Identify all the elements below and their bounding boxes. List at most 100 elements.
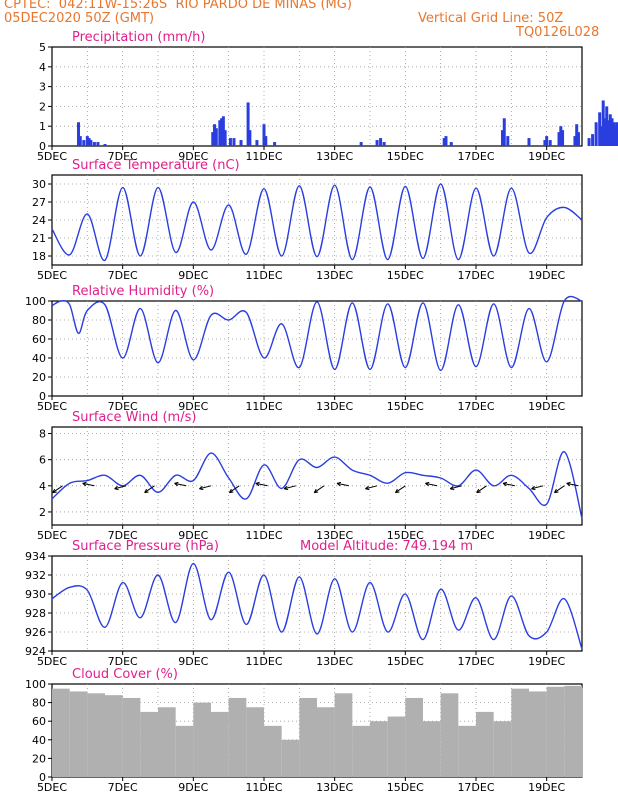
precip-bar [92, 142, 96, 146]
cloud-ytick-label: 80 [32, 697, 46, 710]
cloud-title: Cloud Cover (%) [72, 667, 178, 682]
precip-bar [576, 132, 580, 146]
wind-arrow [255, 482, 268, 487]
pressure-xtick-label: 7DEC [108, 655, 138, 668]
wind-arrow [199, 485, 212, 490]
wind-arrow-head [336, 481, 342, 487]
wind-arrow-head [283, 485, 289, 491]
precip-bar [501, 130, 504, 146]
wind-xtick-label: 7DEC [108, 529, 138, 542]
pressure-frame [51, 555, 583, 652]
temp-xtick-label: 9DEC [178, 269, 208, 282]
cloud-cover-bar [140, 711, 158, 777]
precip-bar [506, 136, 510, 146]
cloud-cover-bar [493, 721, 512, 777]
wind-arrow-head [255, 481, 260, 487]
cloud-cover-bar [193, 702, 211, 777]
rh-xtick-label: 19DEC [528, 400, 565, 413]
wind-ytick-label: 2 [39, 506, 46, 519]
cloud-xtick-label: 15DEC [387, 781, 424, 794]
wind-arrow-head [52, 488, 57, 494]
rh-panel [48, 295, 583, 400]
cloud-xtick-label: 13DEC [316, 781, 353, 794]
cloud-cover-bar [264, 725, 282, 777]
header-model-code: TQ0126L028 [516, 25, 600, 40]
cloud-xtick-label: 5DEC [37, 781, 67, 794]
precip-bar [559, 126, 563, 146]
precip-ytick-label: 5 [39, 41, 46, 54]
wind-arrow-head [531, 485, 536, 491]
precip-bar [239, 140, 243, 146]
precip-bar [449, 142, 453, 146]
wind-arrow-head [394, 488, 400, 494]
precip-bar [359, 142, 363, 146]
precip-bar [615, 122, 618, 146]
rh-xtick-label: 17DEC [457, 400, 494, 413]
rh-xtick-label: 11DEC [245, 400, 282, 413]
cloud-xtick-label: 9DEC [178, 781, 208, 794]
cloud-xtick-label: 19DEC [528, 781, 565, 794]
cloud-cover-bar [352, 725, 370, 777]
wind-xtick-label: 9DEC [178, 529, 208, 542]
cloud-cover-bar [529, 691, 547, 777]
cloud-cover-bar [281, 739, 300, 777]
rh-xtick-label: 7DEC [108, 400, 138, 413]
pressure-title: Surface Pressure (hPa) [72, 539, 219, 554]
rh-xtick-label: 13DEC [316, 400, 353, 413]
rh-frame [51, 300, 583, 397]
cloud-cover-bar [564, 685, 582, 777]
pressure-ytick-label: 926 [25, 626, 46, 639]
precip-bar [228, 138, 232, 146]
wind-arrow [52, 485, 63, 493]
precip-bar [527, 138, 531, 146]
wind-xtick-label: 15DEC [387, 529, 424, 542]
precip-title: Precipitation (mm/h) [72, 30, 205, 45]
pressure-ytick-label: 932 [25, 569, 46, 582]
precip-bar [223, 130, 227, 146]
precip-bar [575, 124, 579, 146]
wind-arrow [450, 485, 462, 490]
cloud-cover-bar [582, 687, 583, 777]
pressure-ytick-label: 930 [25, 588, 46, 601]
precip-bar [382, 142, 386, 146]
precip-bar [375, 140, 379, 146]
cloud-panel [48, 683, 583, 781]
wind-arrow-head [82, 481, 87, 487]
precip-bar [85, 136, 89, 146]
wind-arrow [229, 485, 240, 493]
wind-panel [48, 426, 583, 529]
precip-bar [211, 132, 215, 146]
wind-xtick-label: 5DEC [37, 529, 67, 542]
header-source-line: CPTEC: 042:11W-15:26S RIO PARDO DE MINAS… [4, 0, 352, 12]
precip-bar [543, 140, 547, 146]
wind-arrow-head [449, 485, 455, 491]
precip-bar [557, 132, 561, 146]
precip-bar [262, 124, 266, 146]
rh-series-line [51, 295, 583, 372]
cloud-cover-bar [370, 721, 388, 777]
wind-arrow [313, 485, 325, 493]
cloud-ytick-label: 60 [32, 715, 46, 728]
precip-ytick-label: 4 [39, 61, 46, 74]
temp-ytick-label: 24 [32, 214, 46, 227]
precip-xtick-label: 13DEC [316, 150, 353, 163]
precip-bar [601, 100, 605, 146]
precip-bar [608, 114, 612, 146]
cloud-xtick-label: 11DEC [245, 781, 282, 794]
precip-xtick-label: 7DEC [108, 150, 138, 163]
cloud-cover-bar [228, 697, 247, 777]
precip-bar [442, 138, 446, 146]
precip-bar [213, 124, 217, 146]
rh-ytick-label: 20 [32, 371, 46, 384]
cloud-xtick-label: 17DEC [457, 781, 494, 794]
wind-arrow [531, 485, 544, 490]
temp-panel [48, 174, 583, 269]
temp-xtick-label: 5DEC [37, 269, 67, 282]
rh-xtick-label: 9DEC [178, 400, 208, 413]
wind-arrow [144, 485, 155, 493]
precip-bar [605, 106, 609, 146]
wind-arrow-head [502, 481, 508, 487]
wind-arrow [425, 482, 438, 487]
precip-xtick-label: 11DEC [245, 150, 282, 163]
precip-bar [96, 142, 100, 146]
